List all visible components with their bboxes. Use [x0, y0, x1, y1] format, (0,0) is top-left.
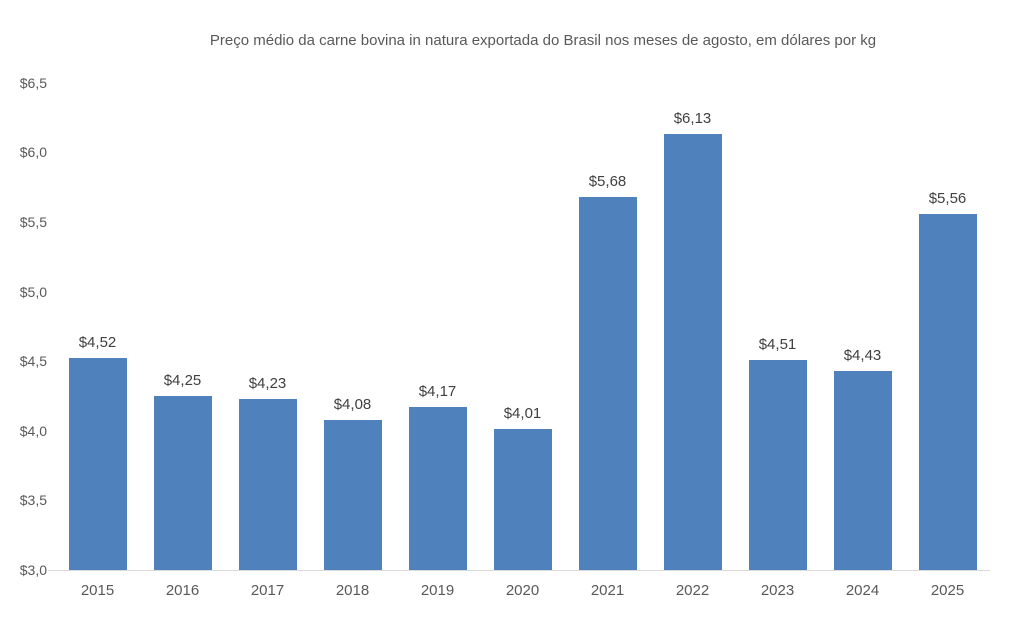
data-label-2019: $4,17 [418, 383, 457, 401]
bar-2019 [408, 407, 467, 570]
data-label-2018: $4,08 [333, 395, 372, 413]
data-label-2021: $5,68 [588, 172, 627, 190]
x-tick-label-2020: 2020 [505, 582, 540, 599]
y-tick-label: $5,0 [19, 283, 47, 300]
data-label-2016: $4,25 [163, 371, 202, 389]
data-label-2015: $4,52 [78, 334, 117, 352]
bar-2021 [578, 196, 637, 570]
data-label-2025: $5,56 [928, 189, 967, 207]
bar-2015 [68, 358, 127, 570]
y-tick-label: $4,0 [19, 422, 47, 439]
x-tick-label-2019: 2019 [420, 582, 455, 599]
data-label-2020: $4,01 [503, 405, 542, 423]
y-tick-label: $3,0 [19, 562, 47, 578]
chart-title: Preço médio da carne bovina in natura ex… [209, 32, 877, 49]
x-tick-label-2024: 2024 [845, 582, 880, 599]
data-label-2022: $6,13 [673, 110, 712, 128]
bar-2022 [663, 134, 722, 570]
x-tick-label-2016: 2016 [165, 582, 200, 599]
x-axis-line [48, 570, 990, 571]
x-tick-label-2017: 2017 [250, 582, 285, 599]
x-tick-label-2022: 2022 [675, 582, 710, 599]
y-tick-label: $3,5 [19, 492, 47, 509]
x-tick-label-2021: 2021 [590, 582, 625, 599]
y-tick-label: $5,5 [19, 213, 47, 230]
data-label-2024: $4,43 [843, 346, 882, 364]
x-tick-label-2015: 2015 [80, 582, 115, 599]
y-tick-label: $6,0 [19, 144, 47, 161]
bar-2016 [153, 395, 212, 570]
bar-2023 [748, 359, 807, 570]
bar-2018 [323, 419, 382, 570]
data-label-2017: $4,23 [248, 374, 287, 392]
y-tick-label: $4,5 [19, 353, 47, 370]
y-tick-label: $6,5 [19, 74, 47, 91]
bar-2017 [238, 398, 297, 570]
x-tick-label-2025: 2025 [930, 582, 965, 599]
x-tick-label-2018: 2018 [335, 582, 370, 599]
bar-2024 [833, 370, 892, 570]
bar-2025 [918, 213, 977, 570]
data-label-2023: $4,51 [758, 335, 797, 353]
x-tick-label-2023: 2023 [760, 582, 795, 599]
bar-2020 [493, 429, 552, 570]
